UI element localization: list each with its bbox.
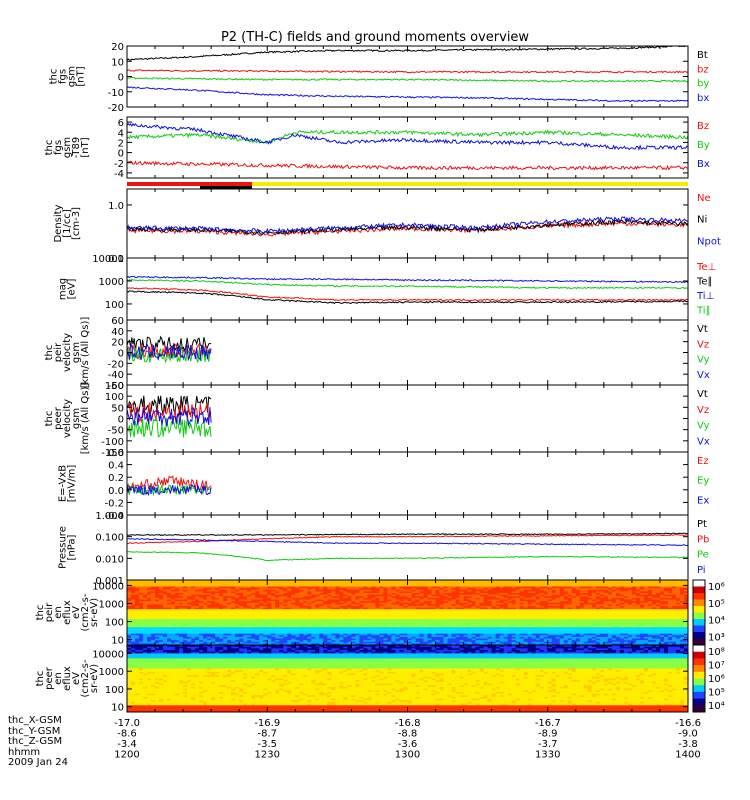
y-tick-label: 10000 bbox=[92, 254, 124, 265]
y-tick-label: 1000 bbox=[99, 277, 124, 288]
legend-Bt: Bt bbox=[697, 50, 708, 61]
legend-Vz: Vz bbox=[697, 339, 709, 350]
panel-frame bbox=[127, 452, 688, 515]
y-tick-label: 0 bbox=[118, 73, 124, 84]
y-tick-label: 0.010 bbox=[95, 554, 124, 565]
legend-bz: bz bbox=[697, 64, 709, 75]
legend-Ex: Ex bbox=[697, 495, 709, 506]
trace-bz bbox=[127, 70, 688, 73]
legend-Te⊥: Te⊥ bbox=[696, 262, 716, 273]
panel-peir_spec: thcpeirenefluxeV(cm2-s-sr-eV)10⁶10⁵10⁴10… bbox=[35, 580, 725, 647]
legend-Vz: Vz bbox=[697, 405, 709, 416]
legend-bx: bx bbox=[697, 93, 709, 104]
legend-Pb: Pb bbox=[697, 534, 709, 545]
legend-Npot: Npot bbox=[697, 236, 721, 247]
y-axis-label: [km/s (All Qs)] bbox=[80, 383, 91, 455]
y-tick-label: 100 bbox=[105, 392, 124, 403]
legend-Pe: Pe bbox=[697, 550, 709, 561]
legend-Pt: Pt bbox=[697, 519, 707, 530]
y-tick-label: 0.0 bbox=[108, 486, 124, 497]
legend-Pi: Pi bbox=[697, 565, 706, 576]
y-axis-label: [nT] bbox=[80, 137, 91, 157]
y-tick-label: -20 bbox=[108, 359, 124, 370]
y-tick-label: 20 bbox=[111, 42, 124, 53]
legend-Ez: Ez bbox=[697, 456, 709, 467]
y-tick-label: 0.6 bbox=[108, 448, 124, 459]
y-tick-label: -40 bbox=[108, 370, 124, 381]
panel-pressure: Pressure[nPa]PtPbPePi1.0000.1000.0100.00… bbox=[58, 511, 710, 587]
trace-Vt bbox=[127, 396, 211, 415]
y-axis-label: [mV/m] bbox=[67, 465, 78, 503]
y-tick-label: -10 bbox=[108, 88, 124, 99]
y-axis-label: [nPa] bbox=[67, 534, 78, 560]
y-tick-label: -100 bbox=[101, 437, 124, 448]
legend-Vy: Vy bbox=[697, 355, 710, 366]
legend-Bz: Bz bbox=[697, 121, 709, 132]
legend-By: By bbox=[697, 140, 710, 151]
trace-Bz bbox=[127, 161, 688, 169]
y-tick-label: 0 bbox=[118, 415, 124, 426]
y-tick-label: 1.0 bbox=[108, 201, 124, 212]
trace-bx bbox=[127, 87, 688, 102]
legend-Ey: Ey bbox=[697, 476, 709, 487]
legend-Vy: Vy bbox=[697, 421, 710, 432]
y-axis-label: [cm-3] bbox=[71, 207, 82, 240]
y-tick-label: -0.2 bbox=[104, 498, 124, 509]
y-tick-label: 40 bbox=[111, 327, 124, 338]
y-tick-label: 10 bbox=[111, 57, 124, 68]
legend-Ti⊥: Ti⊥ bbox=[696, 291, 714, 302]
legend-Vx: Vx bbox=[697, 370, 710, 381]
trace-Pb bbox=[127, 535, 688, 544]
panel-frame bbox=[127, 258, 688, 320]
y-tick-label: 0.100 bbox=[95, 533, 124, 544]
y-axis-label: [eV] bbox=[67, 279, 78, 300]
y-tick-label: 20 bbox=[111, 338, 124, 349]
legend-Te∥: Te∥ bbox=[696, 277, 713, 288]
legend-by: by bbox=[697, 79, 709, 90]
y-tick-label: 1.000 bbox=[95, 511, 124, 522]
panel-frame bbox=[127, 46, 688, 107]
y-tick-label: 150 bbox=[105, 381, 124, 392]
y-tick-label: -20 bbox=[108, 103, 124, 114]
legend-Vt: Vt bbox=[697, 324, 708, 335]
trace-Pe bbox=[127, 552, 688, 561]
y-axis-label: [nT] bbox=[76, 66, 87, 86]
y-tick-label: 100 bbox=[105, 300, 124, 311]
y-tick-label: 0 bbox=[118, 349, 124, 360]
y-axis-label: [km/s (All Qs)] bbox=[80, 317, 91, 389]
y-tick-label: 0.2 bbox=[108, 473, 124, 484]
legend-Ti∥: Ti∥ bbox=[696, 306, 711, 317]
legend-Ni: Ni bbox=[697, 215, 707, 226]
legend-Vt: Vt bbox=[697, 389, 708, 400]
y-tick-label: -50 bbox=[108, 426, 124, 437]
y-tick-label: -4 bbox=[114, 169, 124, 180]
panel-frame bbox=[127, 515, 688, 580]
legend-Bx: Bx bbox=[697, 159, 710, 170]
y-tick-label: 0.4 bbox=[108, 461, 124, 472]
legend-Ne: Ne bbox=[697, 193, 711, 204]
legend-Vx: Vx bbox=[697, 436, 710, 447]
y-tick-label: 60 bbox=[111, 316, 124, 327]
y-tick-label: 50 bbox=[111, 403, 124, 414]
trace-Te∥ bbox=[127, 291, 688, 304]
trace-Pi bbox=[127, 539, 688, 546]
trace-by bbox=[127, 77, 688, 81]
